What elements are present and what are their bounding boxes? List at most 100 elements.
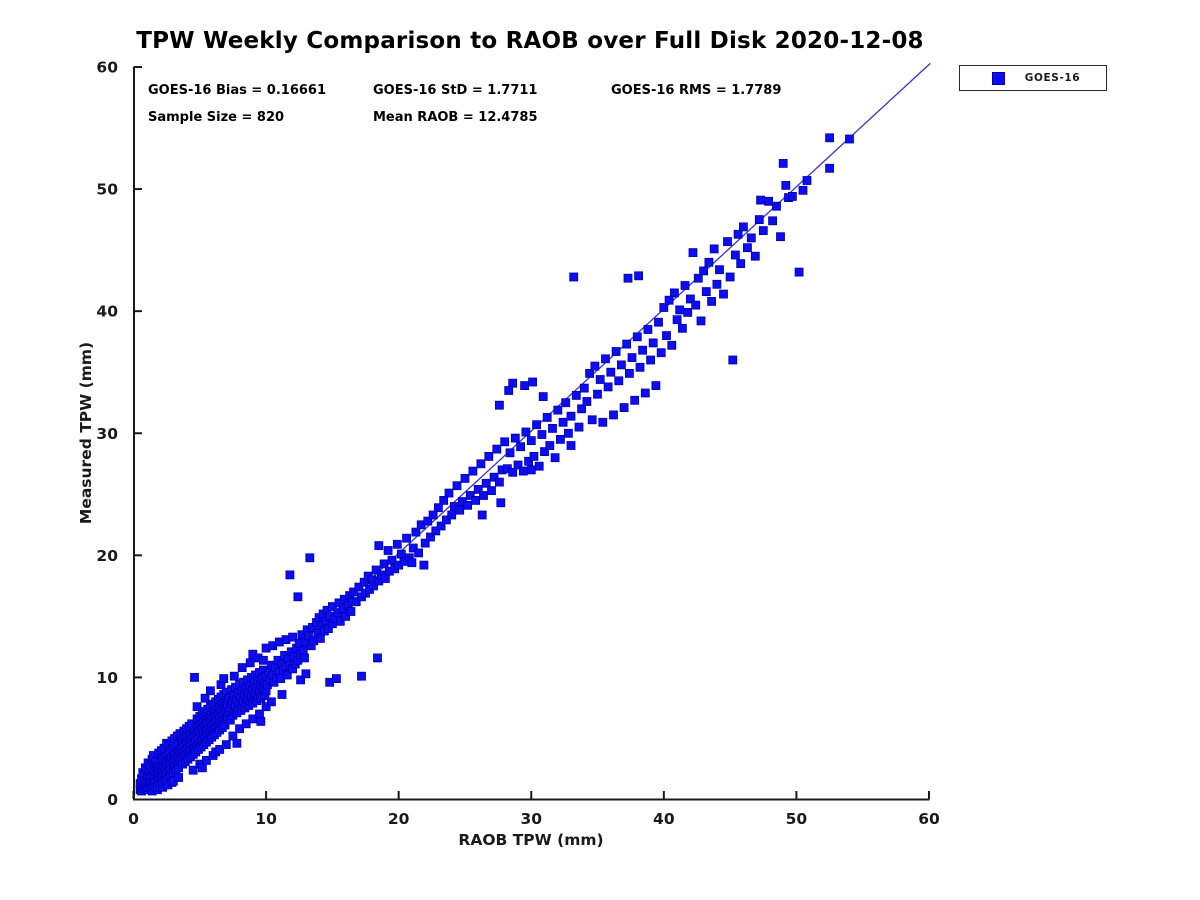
data-point (426, 532, 435, 542)
data-point (670, 288, 679, 298)
data-point (617, 360, 626, 370)
legend[interactable]: GOES-16 (959, 65, 1107, 91)
data-point (704, 257, 714, 267)
stat-std: GOES-16 StD = 1.7711 (373, 83, 538, 98)
data-point (447, 510, 457, 520)
chart-title: TPW Weekly Comparison to RAOB over Full … (136, 28, 924, 54)
data-point (548, 423, 557, 433)
x-tick-label: 50 (786, 810, 808, 828)
data-point (235, 724, 245, 734)
data-point (750, 251, 760, 261)
data-point (301, 669, 311, 679)
data-point (532, 420, 541, 430)
data-point (526, 436, 536, 446)
data-point (524, 456, 533, 466)
data-point (802, 176, 812, 185)
data-point (205, 686, 215, 696)
data-point (508, 378, 518, 388)
data-point (678, 323, 687, 333)
data-point (315, 634, 325, 643)
data-point (228, 731, 238, 741)
data-point (656, 348, 666, 358)
data-point (255, 709, 264, 719)
data-point (277, 690, 287, 699)
x-axis-label: RAOB TPW (mm) (458, 831, 604, 849)
data-point (258, 655, 268, 665)
data-point (707, 296, 716, 306)
data-point (300, 653, 309, 663)
data-point (285, 570, 295, 580)
data-point (383, 546, 393, 555)
data-point (545, 441, 555, 450)
data-point (465, 491, 475, 500)
data-point (566, 441, 576, 450)
data-point (373, 653, 382, 663)
data-point (659, 303, 669, 312)
data-point (237, 663, 247, 672)
data-point (479, 491, 488, 500)
data-point (540, 447, 549, 457)
data-point (387, 555, 397, 565)
data-point (266, 697, 276, 707)
y-axis: 0 10 20 30 40 50 60 (96, 59, 142, 809)
data-point (293, 592, 303, 602)
data-point (261, 702, 271, 712)
data-point (521, 427, 531, 437)
data-point (736, 259, 746, 269)
data-point (528, 377, 537, 387)
stat-sample-size: Sample Size = 820 (148, 110, 285, 125)
data-point (672, 315, 682, 325)
data-point (781, 180, 791, 190)
data-point (402, 533, 412, 543)
data-point (768, 216, 777, 226)
data-point (630, 395, 640, 405)
data-point (190, 673, 199, 682)
data-point (477, 510, 487, 520)
data-point (436, 521, 446, 531)
data-point (505, 448, 515, 458)
data-point (640, 388, 650, 398)
data-point (634, 271, 643, 281)
data-point (558, 417, 568, 427)
data-point (619, 403, 629, 413)
data-point (571, 390, 581, 400)
data-point (683, 307, 693, 317)
x-tick-label: 10 (255, 810, 277, 828)
data-point (298, 646, 308, 655)
data-point (699, 266, 708, 276)
data-point (603, 382, 613, 392)
data-point (728, 355, 738, 365)
x-tick-label: 40 (653, 810, 675, 828)
data-point (625, 368, 634, 378)
data-point (719, 289, 728, 299)
data-point (686, 294, 695, 304)
data-point (200, 693, 210, 703)
data-point (712, 279, 722, 289)
data-point (351, 597, 361, 607)
data-point (492, 444, 502, 454)
y-tick-label: 50 (96, 181, 118, 199)
data-point (778, 158, 788, 168)
data-point (433, 503, 443, 513)
data-point (715, 265, 724, 275)
data-point (481, 478, 491, 488)
data-point (229, 671, 239, 681)
data-point (593, 389, 602, 399)
data-point (577, 404, 586, 414)
data-point (468, 466, 478, 476)
data-point (463, 500, 473, 510)
data-point (623, 273, 633, 283)
data-point (192, 702, 202, 712)
data-point (688, 248, 698, 258)
data-point (529, 451, 539, 461)
data-point (428, 510, 438, 520)
x-tick-label: 0 (128, 810, 139, 828)
data-point (441, 515, 451, 525)
data-point (520, 381, 529, 391)
data-point (691, 300, 701, 310)
data-point (550, 453, 560, 463)
data-point (561, 398, 571, 408)
data-point (564, 428, 573, 438)
data-point (420, 538, 430, 548)
data-point (569, 272, 579, 282)
